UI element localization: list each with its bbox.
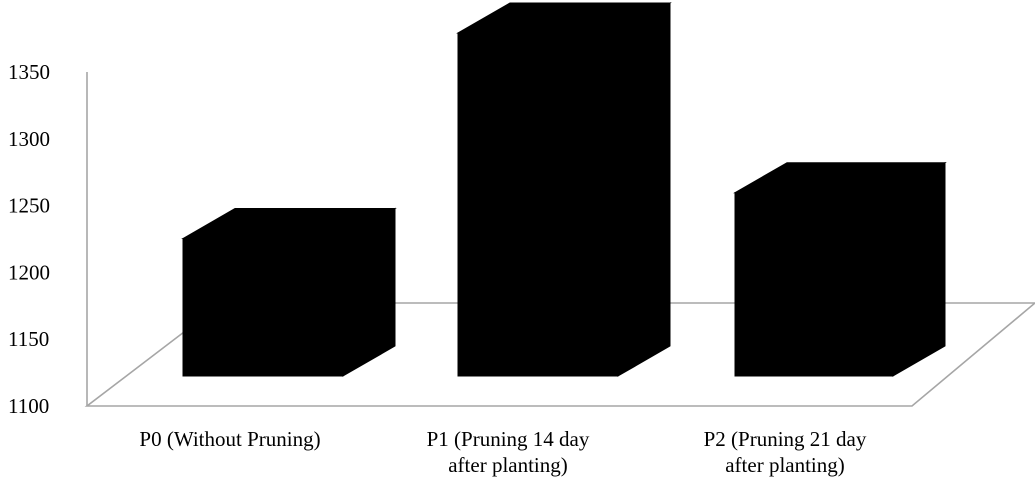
y-axis: 1100 1150 1200 1250 1300 1350 [8, 60, 88, 418]
x-category-label-1: P0 (Without Pruning) [139, 427, 320, 451]
bar-front-face [734, 192, 894, 377]
y-tick-label-1350: 1350 [8, 60, 50, 84]
bar-side-face [617, 2, 671, 377]
bar-side-face [892, 161, 946, 377]
x-category-label-3: P2 (Pruning 21 day after planting) [704, 427, 867, 477]
bar-2 [456, 2, 672, 377]
x-category-label-line: P2 (Pruning 21 day [704, 427, 867, 451]
bars [181, 2, 947, 377]
x-category-label-line: after planting) [725, 453, 845, 477]
y-tick-label-1250: 1250 [8, 194, 50, 218]
x-category-label-line: P0 (Without Pruning) [139, 427, 320, 451]
y-tick-label-1300: 1300 [8, 127, 50, 151]
x-category-label-line: after planting) [448, 453, 568, 477]
x-category-label-line: P1 (Pruning 14 day [427, 427, 590, 451]
x-category-label-2: P1 (Pruning 14 day after planting) [427, 427, 590, 477]
bar-front-face [457, 32, 619, 377]
bar-1 [181, 207, 397, 377]
floor-plane [84, 302, 1035, 407]
chart-floor [84, 302, 1035, 407]
y-tick-label-1150: 1150 [8, 327, 49, 351]
bar-3 [733, 161, 947, 377]
y-tick-label-1200: 1200 [8, 260, 50, 284]
category-labels: P0 (Without Pruning) P1 (Pruning 14 day af… [139, 427, 866, 477]
y-tick-label-1100: 1100 [8, 394, 49, 418]
bar-front-face [182, 238, 344, 377]
